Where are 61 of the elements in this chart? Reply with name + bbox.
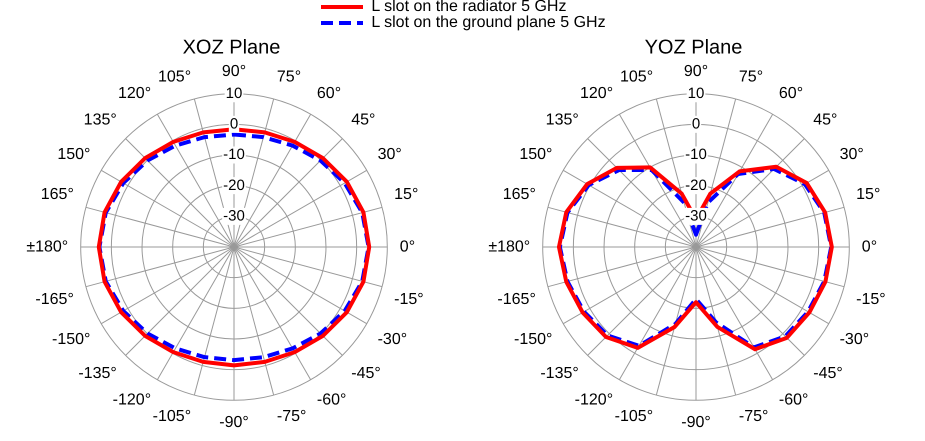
spoke-label: 30° <box>840 146 864 163</box>
spoke-label: ±180° <box>488 238 530 256</box>
y-tick-label: -30 <box>685 207 707 224</box>
spoke-label: -150° <box>514 330 552 348</box>
spoke-label: 120° <box>118 85 152 102</box>
legend-label: L slot on the ground plane 5 GHz <box>371 14 606 31</box>
spoke-label: 15° <box>394 186 418 203</box>
spoke-label: -150° <box>52 330 90 348</box>
spoke-label: 105° <box>158 68 192 86</box>
spoke-label: -45° <box>351 365 381 382</box>
spoke-label: -90° <box>219 414 249 431</box>
spoke-label: -120° <box>574 392 614 409</box>
spoke-label: -105° <box>614 408 654 426</box>
spoke-label: 120° <box>580 85 614 102</box>
y-tick-label: -30 <box>223 207 245 224</box>
spoke-label: ±180° <box>26 238 68 256</box>
spoke-label: 90° <box>222 63 246 80</box>
spoke-label: -15° <box>394 290 424 308</box>
spoke-label: -90° <box>681 414 711 431</box>
spoke-label: -75° <box>738 408 768 426</box>
y-tick-label: -10 <box>685 146 707 164</box>
spoke-label: 75° <box>738 68 764 86</box>
spoke-label: 135° <box>546 112 579 129</box>
y-tick-label: 0 <box>692 116 700 132</box>
spoke-label: 60° <box>778 85 804 102</box>
spoke-label: 45° <box>351 112 376 129</box>
spoke-label: -135° <box>78 365 117 382</box>
spoke-label: -30° <box>840 330 870 348</box>
y-tick-label: 10 <box>688 84 704 102</box>
spoke-label: 150° <box>519 146 552 163</box>
spoke-label: -60° <box>778 392 808 409</box>
spoke-label: 15° <box>856 186 880 203</box>
spoke-label: 60° <box>316 85 342 102</box>
spoke-label: 135° <box>84 112 117 129</box>
spoke-label: -30° <box>378 330 408 348</box>
chart-title: YOZ Plane <box>644 36 742 59</box>
spoke-label: 90° <box>684 63 708 80</box>
spoke-label: 150° <box>57 146 90 163</box>
spoke-label: 165° <box>502 186 536 203</box>
spoke-label: 0° <box>400 238 416 256</box>
text: XOZ Plane <box>182 36 280 59</box>
y-tick-label: 10 <box>226 84 242 102</box>
spoke-label: -165° <box>35 290 74 308</box>
spoke-label: 75° <box>276 68 302 86</box>
spoke-label: 105° <box>620 68 654 86</box>
spoke-label: -165° <box>497 290 536 308</box>
spoke-label: -135° <box>540 365 579 382</box>
y-tick-label: -10 <box>223 146 245 164</box>
spoke-label: -15° <box>856 290 886 308</box>
spoke-label: 30° <box>378 146 402 163</box>
spoke-label: 165° <box>40 186 74 203</box>
spoke-label: -105° <box>152 408 192 426</box>
spoke-label: 0° <box>862 238 878 256</box>
spoke-label: -75° <box>276 408 306 426</box>
y-tick-label: -20 <box>685 176 707 194</box>
spoke-label: -60° <box>316 392 346 409</box>
y-tick-label: 0 <box>230 116 238 132</box>
spoke-label: -45° <box>813 365 843 382</box>
y-tick-label: -20 <box>223 176 245 194</box>
spoke-label: 45° <box>813 112 838 129</box>
spoke-label: -120° <box>112 392 152 409</box>
